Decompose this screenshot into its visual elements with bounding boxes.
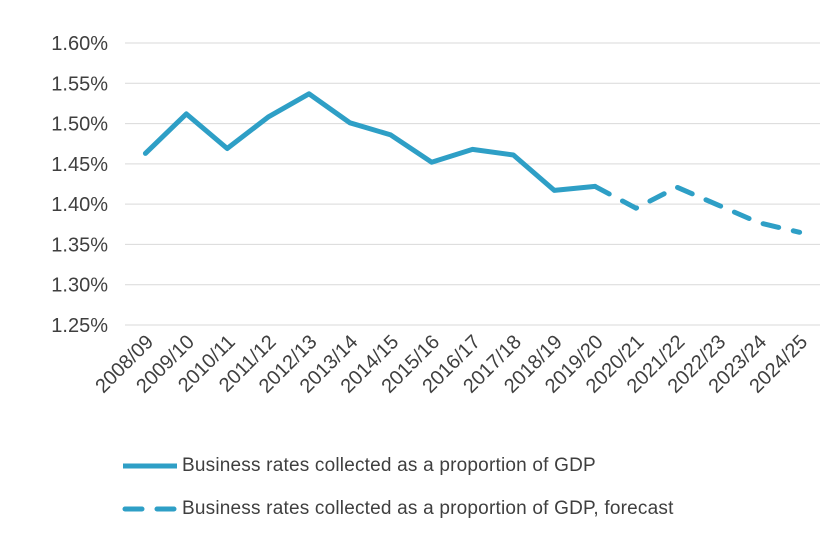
y-tick-label: 1.60% xyxy=(51,33,108,55)
y-tick-label: 1.55% xyxy=(51,73,108,95)
y-tick-label: 1.35% xyxy=(51,234,108,256)
y-tick-label: 1.45% xyxy=(51,154,108,176)
chart-legend: Business rates collected as a proportion… xyxy=(122,452,674,538)
gridlines xyxy=(125,42,820,326)
y-tick-label: 1.40% xyxy=(51,194,108,216)
legend-item-actual: Business rates collected as a proportion… xyxy=(122,452,674,480)
forecast-series-line xyxy=(592,183,803,235)
legend-label-actual: Business rates collected as a proportion… xyxy=(182,455,596,476)
line-chart-canvas: 1.60% 1.55% 1.50% 1.45% 1.40% 1.35% 1.30% 1.25%… xyxy=(51,33,820,398)
y-tick-label: 1.30% xyxy=(51,275,108,297)
y-tick-label: 1.50% xyxy=(51,114,108,136)
y-axis-tick-labels: 1.60% 1.55% 1.50% 1.45% 1.40% 1.35% 1.30% 1.25% xyxy=(51,33,108,337)
legend-label-forecast: Business rates collected as a proportion… xyxy=(182,498,674,519)
x-axis-tick-labels: 2008/092009/102010/112011/122012/132013/… xyxy=(91,331,812,398)
solid-line-swatch xyxy=(123,463,177,469)
legend-item-forecast: Business rates collected as a proportion… xyxy=(122,495,674,523)
dashed-line-swatch xyxy=(122,506,178,512)
y-tick-label: 1.25% xyxy=(51,315,108,337)
actual-series-line xyxy=(142,91,598,193)
